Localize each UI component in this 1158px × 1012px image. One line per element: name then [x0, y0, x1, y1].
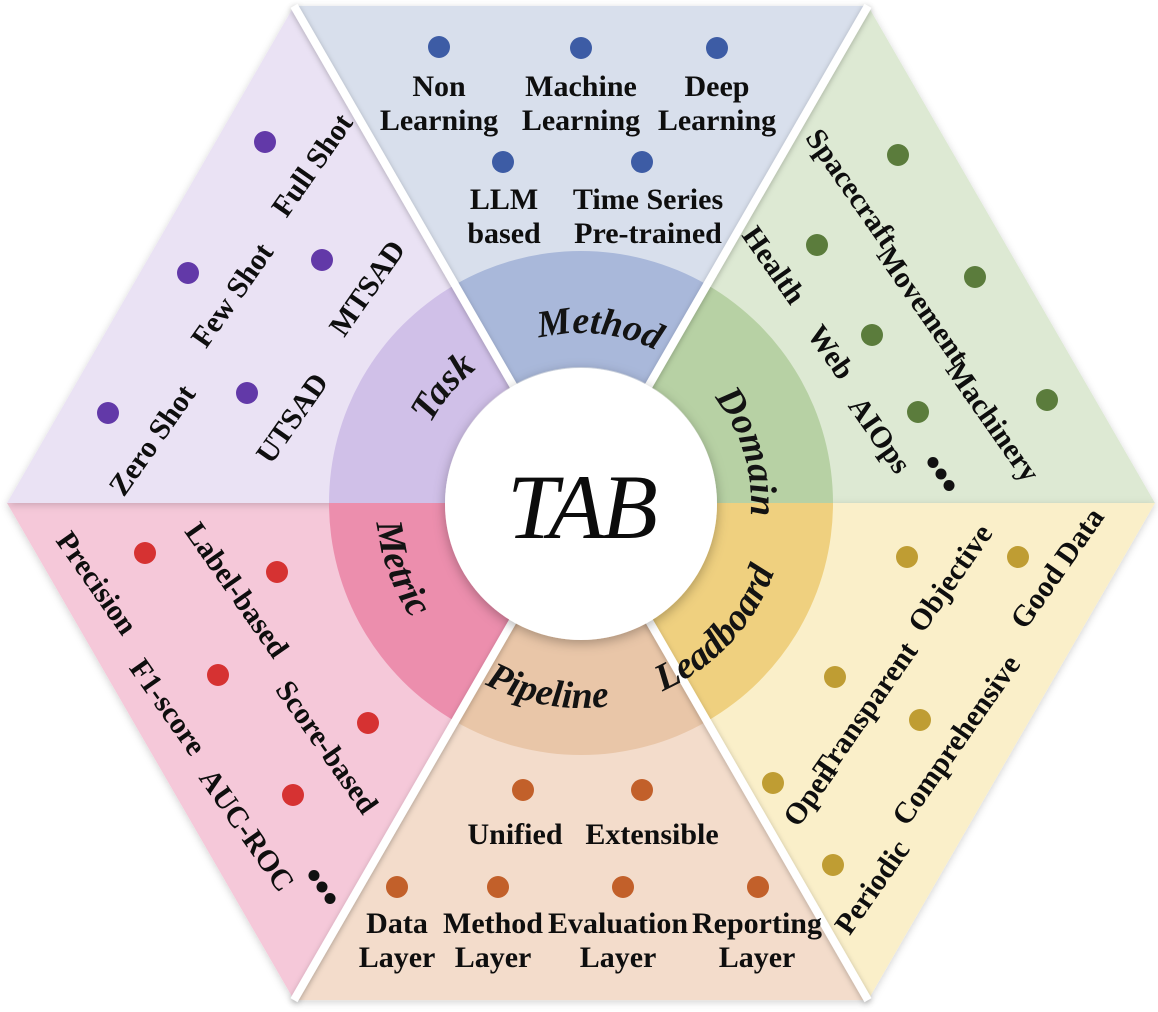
task-item-dot-4 [236, 382, 258, 404]
method-item-dot-1 [570, 37, 592, 59]
task-item-dot-2 [311, 249, 333, 271]
domain-item-dot-0 [887, 144, 909, 166]
metric-ring-sector [329, 503, 513, 722]
section-gap-layer [7, 3, 1155, 1003]
domain-ring-sector [649, 284, 833, 503]
method-item-dot-0 [428, 36, 450, 58]
leadboard-item-dot-2 [896, 546, 918, 568]
leadboard-item-dot-4 [909, 709, 931, 731]
section-gap-line [622, 3, 872, 428]
center-circle [445, 368, 717, 640]
method-item-2: Deep Learning [658, 70, 776, 137]
pipeline-item-3: Method Layer [443, 907, 543, 974]
leadboard-item-dot-0 [762, 772, 784, 794]
domain-ellipsis-dot [935, 468, 947, 480]
pipeline-item-5: Reporting Layer [692, 907, 822, 974]
metric-ellipsis [308, 870, 336, 904]
pipeline-item-dot-1 [631, 779, 653, 801]
leadboard-item-dot-3 [1007, 546, 1029, 568]
domain-item-dot-3 [806, 234, 828, 256]
pipeline-item-4: Evaluation Layer [548, 907, 688, 974]
leadboard-item-dot-5 [822, 854, 844, 876]
pipeline-item-dot-3 [487, 876, 509, 898]
method-item-dot-2 [706, 37, 728, 59]
domain-item-dot-4 [861, 324, 883, 346]
task-item-dot-3 [97, 402, 119, 424]
metric-ellipsis-dot [308, 870, 320, 882]
pipeline-item-dot-4 [612, 876, 634, 898]
domain-ellipsis [927, 457, 955, 491]
pipeline-item-dot-5 [747, 876, 769, 898]
pipeline-item-2: Data Layer [359, 907, 436, 974]
task-ring-sector [329, 284, 513, 503]
section-gap-line [622, 578, 872, 1003]
method-item-dot-4 [631, 151, 653, 173]
pipeline-item-dot-0 [512, 779, 534, 801]
method-item-3: LLM based [467, 183, 541, 250]
metric-item-dot-1 [266, 561, 288, 583]
leadboard-item-dot-1 [824, 666, 846, 688]
pipeline-item-0: Unified [467, 818, 562, 851]
method-item-1: Machine Learning [522, 70, 640, 137]
method-ring-sector [455, 250, 707, 386]
domain-ellipsis-dot [943, 479, 955, 491]
leadboard-ring-sector [649, 503, 833, 722]
domain-ellipsis-dot [927, 457, 939, 469]
domain-item-dot-2 [1036, 389, 1058, 411]
task-item-dot-1 [177, 262, 199, 284]
method-item-4: Time Series Pre-trained [573, 183, 723, 250]
method-item-dot-3 [492, 151, 514, 173]
metric-item-dot-2 [207, 664, 229, 686]
pipeline-item-dot-2 [386, 876, 408, 898]
metric-item-dot-0 [134, 542, 156, 564]
inner-ring-layer [329, 250, 833, 756]
pipeline-ring-sector [455, 620, 707, 756]
domain-item-dot-1 [964, 266, 986, 288]
metric-ellipsis-dot [316, 881, 328, 893]
center-title: TAB [507, 456, 657, 558]
task-item-dot-0 [254, 131, 276, 153]
section-gap-line [290, 578, 540, 1003]
metric-item-dot-4 [282, 784, 304, 806]
metric-item-dot-3 [357, 712, 379, 734]
method-item-0: Non Learning [380, 70, 498, 137]
section-gap-line [290, 3, 540, 428]
metric-ellipsis-dot [324, 892, 336, 904]
domain-item-dot-5 [907, 401, 929, 423]
pipeline-item-1: Extensible [585, 818, 718, 851]
